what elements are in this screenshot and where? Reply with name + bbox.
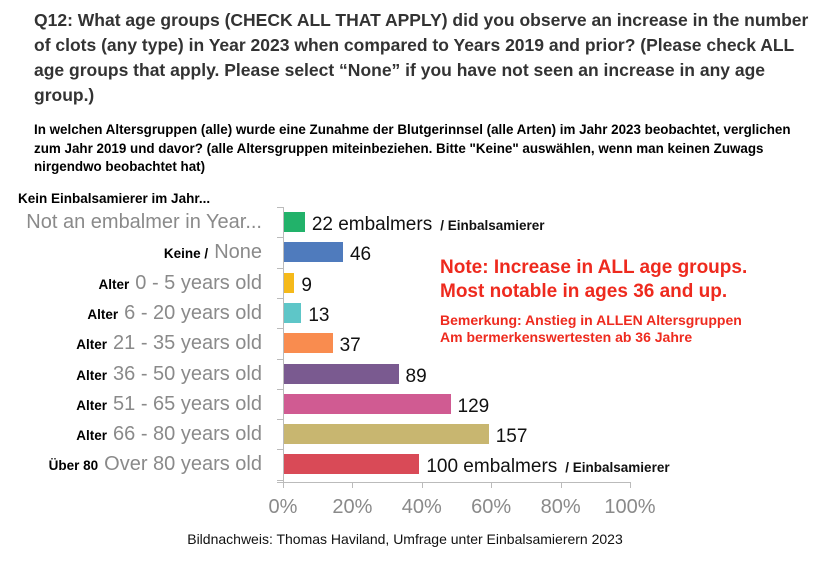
category-label-german: Alter [87,306,119,322]
category-label: Alter 0 - 5 years old [99,271,263,295]
data-label: 37 [340,335,361,357]
data-label: 100 embalmers / Einbalsamierer [426,456,669,479]
x-tick-label: 0% [268,496,298,518]
note-annotation: Note: Increase in ALL age groups. Most n… [440,256,747,304]
data-label-value: 100 embalmers [426,456,558,478]
category-label-english: 6 - 20 years old [124,301,262,324]
data-label-value: 46 [349,244,372,266]
y-axis-tick [277,419,284,421]
data-label-german: / Einbalsamierer [565,460,670,476]
question-title-german: In welchen Altersgruppen (alle) wurde ei… [34,122,791,174]
note-line: Am bermerkenswertesten ab 36 Jahre [440,329,693,345]
x-axis-tick [352,482,354,488]
y-axis-line [283,207,284,482]
x-tick-label: 100% [604,496,656,518]
category-label-english: Not an embalmer in Year... [26,211,262,233]
note-line: Most notable in ages 36 and up. [440,281,728,302]
x-tick-label: 60% [471,496,512,518]
category-label-german: Keine / [163,246,209,262]
note-line: Bemerkung: Anstieg in ALLEN Altersgruppe… [440,312,742,328]
data-label: 9 [301,275,312,297]
category-label-german: Alter [76,428,108,444]
bar [284,272,295,293]
category-label-english: 66 - 80 years old [113,423,262,446]
category-label-german: Alter [76,337,108,353]
category-label-english: 0 - 5 years old [135,271,262,294]
note-annotation-german: Bemerkung: Anstieg in ALLEN Altersgruppe… [440,312,742,346]
x-axis-tick [491,482,493,488]
bar [284,393,451,414]
x-axis-tick [421,482,423,488]
y-axis-tick [277,297,284,299]
y-axis-tick [277,358,284,360]
data-label: 129 [458,396,490,418]
category-label-german: Alter [76,397,108,413]
data-label-value: 89 [405,365,427,387]
question-title: Q12: What age groups (CHECK ALL THAT APP… [34,10,809,105]
y-axis-tick [277,388,284,390]
category-label-english: Over 80 years old [104,453,262,476]
data-label-value: 22 embalmers [311,214,433,235]
category-label: Alter 36 - 50 years old [76,362,262,386]
category-label: Not an embalmer in Year... [26,210,262,234]
x-axis-tick [283,482,284,488]
data-label-value: 37 [339,335,361,357]
bar [284,454,420,475]
category-label-german: Alter [76,367,108,383]
y-axis-tick [277,479,284,481]
y-axis-tick [277,328,284,330]
image-credit: Bildnachweis: Thomas Haviland, Umfrage u… [187,531,623,547]
y-axis-tick [277,267,284,269]
y-axis-tick [277,207,284,208]
x-axis-line [277,482,631,483]
data-label: 13 [308,305,329,327]
data-label: 46 [350,244,371,266]
x-tick-label: 20% [332,496,373,518]
y-axis-tick [277,237,284,239]
category-label-english: 21 - 35 years old [113,332,262,355]
x-tick-label: 80% [540,496,581,518]
category-label: Über 80 Over 80 years old [49,452,262,476]
category-label: Alter 66 - 80 years old [76,422,262,446]
category-label-german: Über 80 [48,458,99,474]
data-label-value: 157 [495,426,528,448]
data-label-value: 129 [457,395,490,417]
data-label: 22 embalmers / Einbalsamierer [312,214,545,237]
bar [284,302,302,323]
category-label: Alter 51 - 65 years old [76,392,262,416]
top-category-german-label: Kein Einbalsamierer im Jahr... [18,191,211,206]
data-label-german: / Einbalsamierer [440,218,545,233]
category-label: Alter 21 - 35 years old [76,331,262,355]
category-label-english: 51 - 65 years old [113,392,262,415]
bar [284,212,305,232]
category-label-english: 36 - 50 years old [113,362,262,385]
x-tick-label: 40% [401,496,442,518]
bar [284,363,399,384]
category-label-english: None [214,241,262,264]
category-label-german: Alter [98,276,130,292]
category-label: Alter 6 - 20 years old [87,301,262,325]
y-axis-tick [277,449,284,451]
data-label: 157 [496,426,528,448]
note-line: Note: Increase in ALL age groups. [440,257,748,278]
x-axis-tick [630,482,631,488]
data-label-value: 9 [301,274,312,296]
category-label: Keine / None [164,240,262,264]
bar [284,242,343,263]
data-label: 89 [406,366,427,388]
bar [284,333,333,354]
bar [284,424,489,445]
data-label-value: 13 [308,304,330,326]
x-axis-tick [560,482,562,488]
